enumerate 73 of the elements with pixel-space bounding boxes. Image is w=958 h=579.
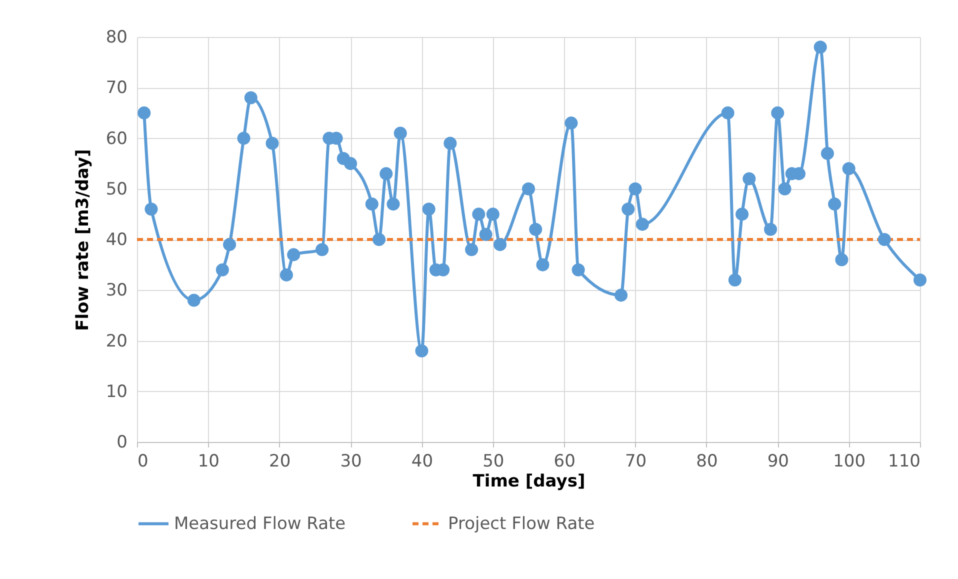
point bbox=[771, 106, 784, 120]
point bbox=[536, 258, 550, 272]
y-tick-label: 50 bbox=[106, 179, 128, 200]
point bbox=[614, 288, 628, 302]
point bbox=[237, 132, 250, 145]
x-tick-label: 40 bbox=[411, 452, 434, 472]
x-tick-label: 0 bbox=[138, 452, 148, 472]
point bbox=[415, 344, 428, 358]
point bbox=[820, 146, 834, 160]
point bbox=[764, 222, 778, 236]
x-tick-label: 80 bbox=[696, 452, 718, 472]
point bbox=[380, 167, 393, 180]
point bbox=[365, 198, 378, 211]
point bbox=[742, 172, 756, 186]
point bbox=[479, 228, 492, 241]
x-tick-label: 30 bbox=[340, 452, 362, 472]
point bbox=[266, 136, 279, 150]
point bbox=[472, 208, 486, 221]
point bbox=[628, 182, 642, 196]
legend-label: Project Flow Rate bbox=[448, 514, 595, 534]
point bbox=[316, 243, 329, 256]
x-tick-label: 90 bbox=[767, 452, 789, 472]
y-axis-title: Flow rate [m3/day] bbox=[72, 149, 93, 331]
x-tick-label: 20 bbox=[269, 452, 291, 472]
x-tick-label: 60 bbox=[554, 452, 576, 472]
point bbox=[814, 40, 827, 54]
point bbox=[244, 91, 258, 104]
point bbox=[842, 162, 856, 176]
point bbox=[494, 238, 507, 252]
y-tick-label: 70 bbox=[106, 78, 128, 98]
x-tick-label: 10 bbox=[198, 452, 220, 472]
point bbox=[736, 208, 749, 221]
point bbox=[144, 202, 158, 216]
point bbox=[728, 273, 742, 287]
point bbox=[913, 273, 927, 287]
point bbox=[386, 198, 400, 211]
y-tick-label: 80 bbox=[106, 28, 128, 48]
point bbox=[422, 202, 436, 216]
y-tick-label: 20 bbox=[106, 331, 128, 352]
point bbox=[287, 248, 300, 262]
point bbox=[394, 126, 407, 140]
point bbox=[372, 232, 386, 246]
point bbox=[344, 157, 358, 170]
point bbox=[187, 294, 200, 307]
point bbox=[778, 182, 792, 196]
point bbox=[280, 268, 293, 282]
x-tick-label: 50 bbox=[482, 452, 504, 472]
x-tick-label: 110 bbox=[888, 452, 920, 472]
point bbox=[444, 136, 457, 150]
point bbox=[835, 253, 848, 266]
point bbox=[564, 116, 578, 130]
point bbox=[572, 263, 585, 276]
y-tick-label: 40 bbox=[106, 230, 128, 250]
point bbox=[721, 106, 734, 120]
point bbox=[465, 243, 478, 256]
point bbox=[223, 238, 236, 252]
point bbox=[878, 232, 891, 246]
point bbox=[486, 208, 500, 221]
x-tick-label: 100 bbox=[833, 452, 866, 472]
point bbox=[828, 198, 842, 211]
x-axis-title: Time [days] bbox=[472, 472, 586, 492]
legend-label: Measured Flow Rate bbox=[174, 514, 346, 534]
point bbox=[529, 222, 542, 236]
point bbox=[138, 106, 151, 120]
point bbox=[622, 202, 635, 216]
y-tick-label: 60 bbox=[106, 128, 128, 149]
y-tick-label: 10 bbox=[106, 382, 128, 402]
point bbox=[522, 182, 536, 196]
point bbox=[216, 263, 229, 276]
point bbox=[636, 218, 649, 231]
y-tick-label: 30 bbox=[106, 280, 128, 301]
y-tick-label: 0 bbox=[116, 432, 128, 452]
x-tick-label: 70 bbox=[624, 452, 647, 472]
